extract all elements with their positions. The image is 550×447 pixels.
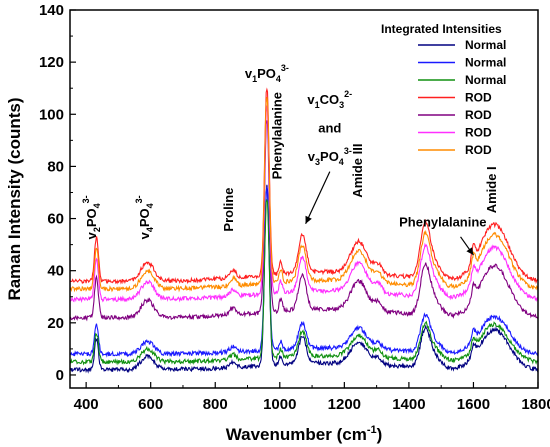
legend-label: ROD <box>465 108 492 122</box>
x-tick-label: 1400 <box>392 396 425 413</box>
legend-title: Integrated Intensities <box>381 22 502 36</box>
arrow-head <box>305 215 312 224</box>
legend: Integrated Intensities Normal Normal Norma… <box>381 22 506 157</box>
annotation-arrow-co3 <box>305 171 331 225</box>
annotation-v4po4: v4PO43- <box>134 195 155 239</box>
y-tick-label: 140 <box>39 2 64 19</box>
y-tick-label: 80 <box>47 158 64 175</box>
legend-label: Normal <box>465 56 506 70</box>
x-tick-label: 400 <box>74 396 99 413</box>
series-line <box>69 184 539 374</box>
annotation-and: and <box>318 121 341 136</box>
plot-area <box>69 87 539 374</box>
series-line <box>69 87 539 285</box>
y-tick-label: 0 <box>56 367 64 384</box>
legend-label: ROD <box>465 91 492 105</box>
x-axis-title: Wavenumber (cm-1) <box>226 424 383 444</box>
annotation-v3po4: v3PO43- <box>308 146 352 167</box>
annotation-amide1: Amide I <box>484 166 499 213</box>
y-tick-label: 40 <box>47 263 64 280</box>
annotation-amide3: Amide III <box>350 144 365 198</box>
annotation-proline: Proline <box>221 188 236 232</box>
x-tick-label: 600 <box>138 396 163 413</box>
x-tick-label: 1200 <box>328 396 361 413</box>
annotations: v2PO43- v4PO43- Proline v1PO43- Phenylalanin… <box>81 63 499 256</box>
series-line <box>69 198 539 366</box>
annotation-v1po4: v1PO43- <box>245 63 289 84</box>
series-line <box>69 97 539 293</box>
annotation-v1co3: v1CO32- <box>307 89 352 110</box>
annotation-v2po4: v2PO43- <box>81 195 102 239</box>
y-tick-label: 120 <box>39 54 64 71</box>
y-axis-title: Raman Intensity (counts) <box>5 97 24 300</box>
legend-label: ROD <box>465 143 492 157</box>
annotation-phe2: Phenylalanine <box>399 214 486 229</box>
series-line <box>69 120 539 322</box>
legend-label: ROD <box>465 126 492 140</box>
y-tick-label: 60 <box>47 211 64 228</box>
arrow-head <box>466 247 474 255</box>
series-line <box>69 187 539 358</box>
annotation-phe1: Phenylalanine <box>269 92 284 179</box>
legend-label: Normal <box>465 38 506 52</box>
x-tick-label: 1600 <box>457 396 490 413</box>
y-tick-label: 20 <box>47 315 64 332</box>
series-line <box>70 105 539 304</box>
y-tick-label: 100 <box>39 106 64 123</box>
x-tick-label: 1000 <box>263 396 296 413</box>
y-axis: 0 20 40 60 80 100 120 140 <box>39 2 76 384</box>
legend-label: Normal <box>465 73 506 87</box>
x-tick-label: 800 <box>203 396 228 413</box>
plot-frame <box>69 9 539 389</box>
